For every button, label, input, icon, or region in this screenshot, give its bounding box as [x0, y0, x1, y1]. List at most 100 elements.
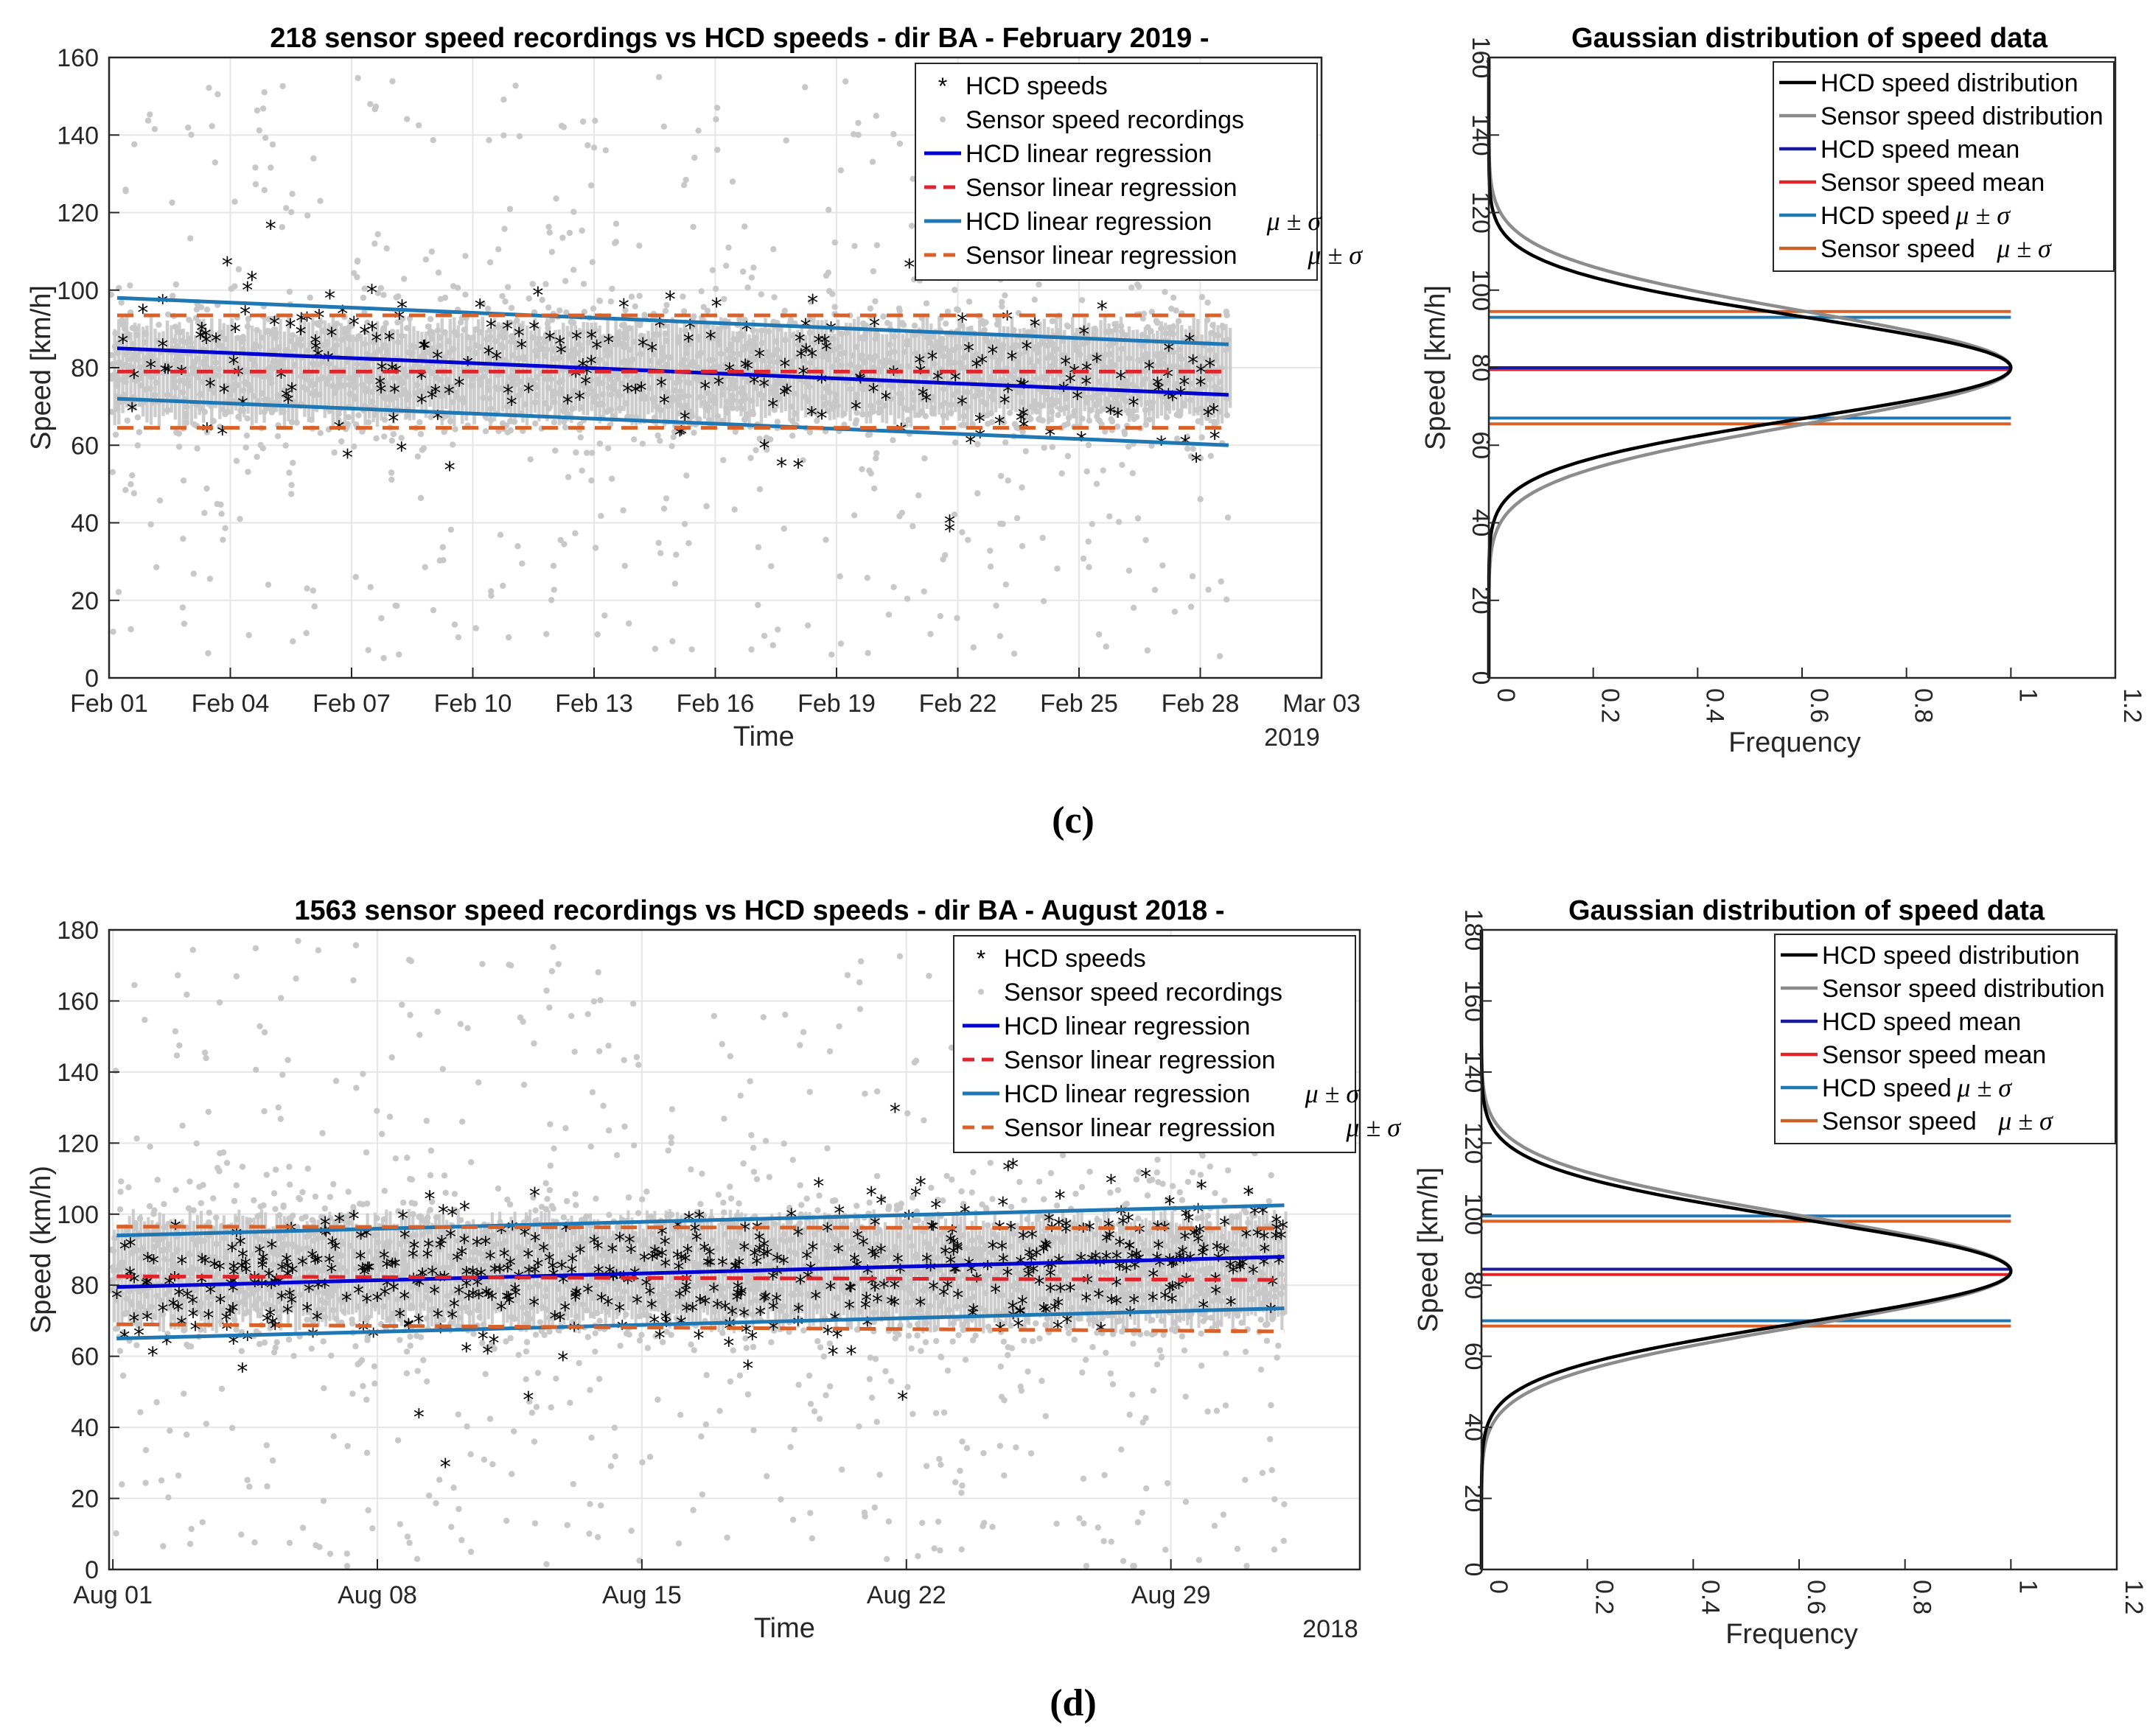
sensor-point	[800, 1029, 807, 1035]
sensor-point	[288, 209, 295, 216]
c-time-panel: ********************** ************ ******…	[26, 23, 1363, 752]
hcd-point: *	[759, 436, 770, 462]
hcd-point-outlier: *	[904, 255, 915, 281]
sensor-point	[860, 320, 867, 327]
sensor-point	[837, 573, 843, 580]
sensor-point	[944, 1368, 952, 1374]
sensor-point	[181, 1390, 187, 1397]
sensor-point	[823, 272, 830, 279]
sensor-point	[1140, 310, 1148, 317]
hcd-point: *	[825, 318, 837, 344]
sensor-point	[631, 1142, 638, 1149]
sensor-point	[985, 421, 991, 427]
sensor-point	[404, 116, 411, 122]
c-dist-ytick-label: 20	[1467, 587, 1495, 615]
sensor-point	[235, 266, 242, 273]
hcd-point: *	[741, 318, 753, 343]
sensor-point	[866, 467, 873, 474]
sensor-band-slice	[1050, 328, 1054, 422]
sensor-point	[544, 1196, 551, 1203]
sensor-point	[572, 1191, 579, 1197]
sensor-point	[831, 239, 839, 246]
sensor-point	[683, 472, 690, 479]
sensor-point	[805, 622, 811, 629]
hcd-point: *	[432, 346, 443, 372]
sensor-point	[175, 1472, 182, 1479]
sensor-point	[562, 424, 569, 431]
sensor-point	[1100, 467, 1106, 474]
sensor-point	[673, 551, 680, 558]
sensor-point	[587, 182, 595, 189]
sensor-point	[136, 429, 143, 435]
sensor-point	[721, 1116, 727, 1122]
sensor-point	[377, 284, 385, 292]
sensor-point	[286, 469, 293, 476]
sensor-point	[451, 621, 458, 628]
sensor-point	[1146, 416, 1153, 423]
hcd-point: *	[1022, 337, 1033, 363]
sensor-point	[180, 536, 186, 542]
sensor-point	[1010, 651, 1018, 657]
sensor-point	[134, 442, 142, 449]
sensor-point	[352, 573, 359, 581]
sensor-point	[279, 1071, 286, 1078]
sensor-point	[548, 317, 556, 323]
sensor-point	[1121, 430, 1128, 438]
sensor-point	[1142, 1415, 1149, 1421]
sensor-point	[360, 1382, 366, 1390]
sensor-point	[714, 147, 721, 153]
sensor-point	[963, 1445, 971, 1452]
hcd-point: *	[676, 422, 687, 448]
sensor-point	[824, 1145, 831, 1152]
hcd-point: *	[776, 454, 787, 480]
sensor-point	[1205, 587, 1212, 593]
sensor-point	[486, 326, 493, 334]
c-dist-ytick-label: 160	[1467, 37, 1495, 79]
sensor-point	[1280, 1538, 1288, 1544]
c-time-xtick-label: Feb 04	[192, 690, 270, 718]
sensor-point	[371, 106, 378, 113]
sensor-point	[904, 595, 911, 602]
sensor-point	[467, 1159, 475, 1166]
sensor-point	[890, 437, 896, 444]
sensor-point	[1159, 562, 1166, 569]
hcd-point: *	[591, 336, 602, 362]
legend-label: HCD speeds	[966, 72, 1108, 100]
hcd-point: *	[813, 331, 824, 357]
sensor-point	[811, 1408, 818, 1415]
sensor-point	[289, 191, 296, 197]
sensor-point	[1263, 1337, 1271, 1344]
sensor-point	[553, 195, 559, 202]
sensor-point	[252, 164, 259, 171]
sensor-point	[110, 629, 116, 635]
sensor-point	[904, 1110, 911, 1117]
sensor-point	[290, 1353, 297, 1359]
sensor-point	[551, 419, 558, 426]
sensor-point	[598, 1502, 604, 1509]
sensor-point	[1198, 1330, 1204, 1337]
sensor-point	[798, 1202, 805, 1208]
sensor-point	[670, 433, 677, 441]
hcd-point: *	[486, 315, 497, 340]
sensor-point	[169, 199, 175, 206]
sensor-point	[331, 449, 338, 456]
sensor-point	[1119, 461, 1125, 469]
sensor-point	[557, 536, 564, 544]
sensor-point	[545, 223, 552, 230]
hcd-point: *	[367, 318, 378, 343]
sensor-point	[399, 1001, 405, 1008]
sensor-point	[562, 278, 569, 284]
sensor-point	[682, 176, 689, 183]
sensor-point	[675, 1540, 682, 1547]
sensor-point	[691, 313, 697, 320]
sensor-point	[200, 1182, 206, 1189]
sensor-point	[1108, 1539, 1115, 1545]
sensor-point	[172, 323, 178, 330]
hcd-point: *	[851, 397, 862, 423]
sensor-point	[1155, 1179, 1162, 1186]
sensor-point	[1176, 1189, 1184, 1196]
sensor-point	[688, 1166, 694, 1173]
sensor-point	[588, 477, 595, 484]
sensor-point	[186, 1178, 193, 1185]
sensor-point	[691, 430, 697, 436]
